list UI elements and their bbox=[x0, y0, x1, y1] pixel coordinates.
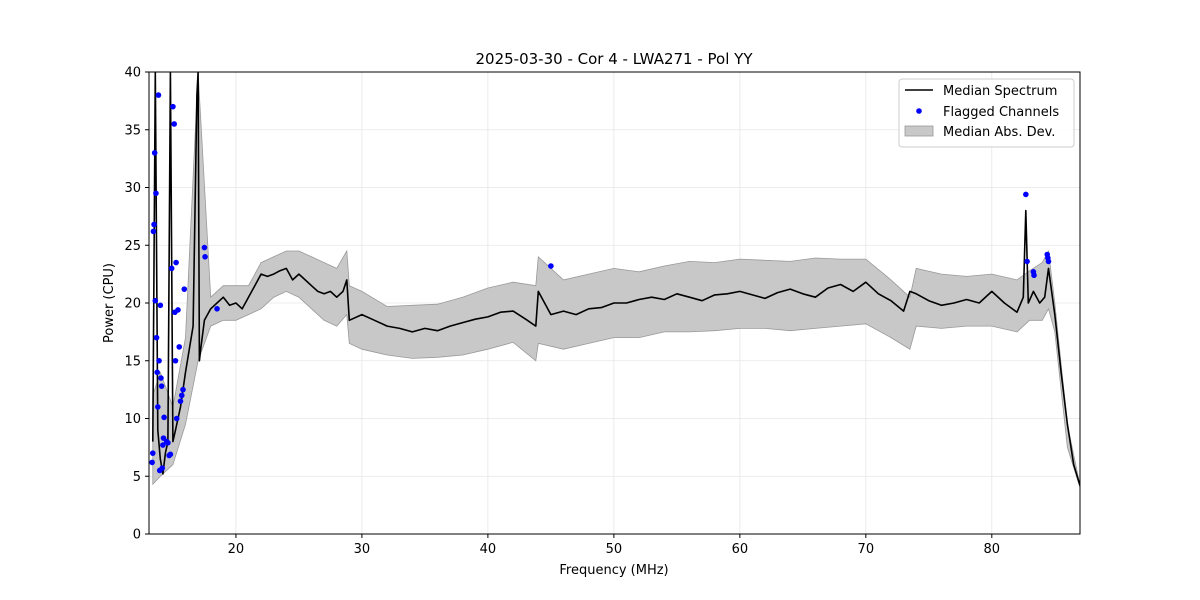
flagged-channel-point bbox=[160, 442, 166, 448]
flagged-channel-point bbox=[214, 305, 220, 312]
flagged-channel-point bbox=[161, 414, 167, 421]
chart-title: 2025-03-30 - Cor 4 - LWA271 - Pol YY bbox=[476, 50, 754, 68]
flagged-channel-point bbox=[158, 383, 165, 389]
flagged-channel-point bbox=[149, 450, 156, 456]
legend-median-abs-dev: Median Abs. Dev. bbox=[943, 125, 1055, 140]
flagged-channel-point bbox=[168, 265, 175, 272]
flagged-channel-point bbox=[1031, 272, 1037, 279]
mad-band bbox=[152, 72, 1080, 488]
flagged-channel-point bbox=[1045, 258, 1052, 265]
flagged-channel-point bbox=[155, 92, 162, 98]
flagged-channel-point bbox=[175, 307, 181, 313]
y-tick-label: 10 bbox=[124, 412, 141, 427]
flagged-channel-point bbox=[177, 398, 184, 404]
flagged-channel-point bbox=[170, 103, 176, 110]
x-tick-label: 70 bbox=[858, 542, 875, 557]
x-tick-label: 60 bbox=[732, 542, 749, 557]
flagged-channel-point bbox=[181, 286, 188, 292]
x-tick-label: 40 bbox=[480, 542, 497, 557]
flagged-channel-point bbox=[173, 259, 179, 266]
flagged-channel-point bbox=[159, 465, 166, 471]
x-tick-label: 80 bbox=[984, 542, 1001, 557]
flagged-channel-point bbox=[156, 357, 162, 364]
x-tick-label: 20 bbox=[228, 542, 245, 557]
flagged-channel-point bbox=[153, 334, 160, 341]
legend-marker-swatch bbox=[916, 108, 922, 114]
median-spectrum-layer bbox=[152, 72, 1080, 486]
flagged-channel-point bbox=[155, 404, 161, 410]
flagged-channel-point bbox=[165, 439, 171, 446]
flagged-channel-point bbox=[202, 253, 208, 260]
x-tick-label: 30 bbox=[354, 542, 371, 557]
y-tick-label: 20 bbox=[124, 297, 141, 312]
flagged-channel-point bbox=[151, 150, 158, 156]
y-axis-ticks: 0 5 10 15 20 25 30 35 40 bbox=[124, 66, 149, 543]
y-axis-label: Power (CPU) bbox=[102, 263, 117, 343]
flagged-channels-layer bbox=[149, 92, 1052, 474]
y-tick-label: 40 bbox=[124, 66, 141, 81]
flagged-channel-point bbox=[154, 369, 160, 376]
legend-band-swatch bbox=[904, 125, 934, 137]
flagged-channel-point bbox=[1024, 258, 1030, 265]
flagged-channel-point bbox=[173, 415, 180, 422]
flagged-channel-point bbox=[150, 228, 157, 235]
y-tick-label: 0 bbox=[133, 528, 141, 543]
mad-band-layer bbox=[152, 72, 1080, 488]
flagged-channel-point bbox=[157, 302, 164, 309]
legend-median-spectrum: Median Spectrum bbox=[943, 84, 1057, 99]
y-tick-label: 35 bbox=[124, 123, 141, 138]
flagged-channel-point bbox=[201, 244, 208, 251]
y-tick-label: 5 bbox=[133, 470, 141, 485]
legend: Median Spectrum Flagged Channels Median … bbox=[898, 78, 1075, 148]
flagged-channel-point bbox=[178, 392, 185, 399]
flagged-channel-point bbox=[1023, 191, 1029, 198]
flagged-channel-point bbox=[176, 344, 183, 350]
flagged-channel-point bbox=[149, 459, 155, 466]
legend-flagged-channels: Flagged Channels bbox=[943, 105, 1059, 120]
flagged-channel-point bbox=[152, 297, 159, 304]
flagged-channel-point bbox=[151, 221, 157, 228]
flagged-channel-point bbox=[153, 190, 159, 197]
legend-box bbox=[898, 78, 1075, 148]
y-tick-label: 25 bbox=[124, 239, 141, 254]
flagged-channel-point bbox=[172, 357, 179, 364]
flagged-channel-point bbox=[548, 263, 554, 269]
y-tick-label: 15 bbox=[124, 354, 141, 369]
flagged-channel-point bbox=[158, 375, 164, 381]
flagged-channel-point bbox=[180, 386, 186, 393]
flagged-channel-point bbox=[171, 121, 177, 127]
y-tick-label: 30 bbox=[124, 181, 141, 196]
median-spectrum-line bbox=[152, 72, 1080, 486]
x-axis-label: Frequency (MHz) bbox=[559, 563, 668, 578]
x-axis-ticks: 20 30 40 50 60 70 80 bbox=[228, 534, 1000, 557]
flagged-channel-point bbox=[167, 451, 174, 458]
x-tick-label: 50 bbox=[606, 542, 623, 557]
